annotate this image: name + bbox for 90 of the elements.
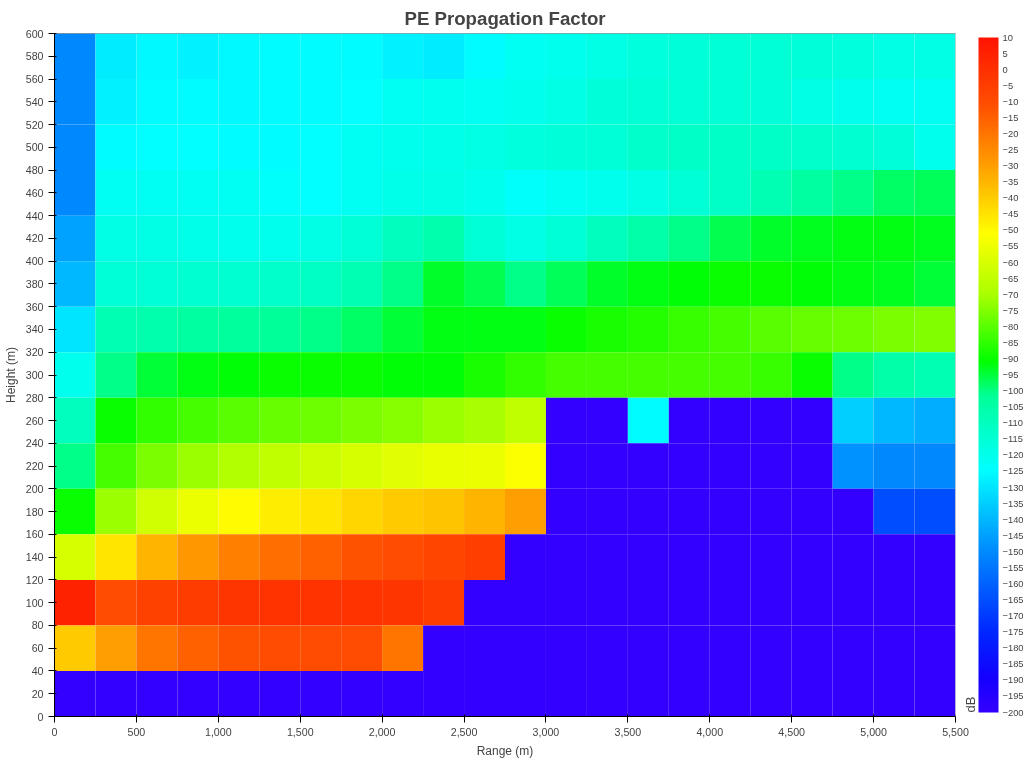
color-bar-label: −90 [1002,353,1019,364]
x-tick-label: 4,000 [696,725,724,738]
y-tick-label: 580 [25,50,44,63]
x-tick-label: 1,000 [204,725,232,738]
x-tick-label: 3,500 [614,725,642,738]
color-bar-label: −45 [1002,209,1019,220]
x-tick-label: 2,000 [368,725,396,738]
color-bar-label: −125 [1002,466,1024,477]
color-bar-label: −105 [1002,402,1024,413]
color-bar-label: −30 [1002,161,1019,172]
color-bar-title: dB [962,696,978,713]
color-bar-label: −145 [1002,530,1024,541]
color-bar-label: −135 [1002,498,1024,509]
y-tick-label: 560 [25,73,44,86]
color-bar-label: −155 [1002,562,1024,573]
y-tick-label: 280 [25,391,44,404]
x-tick-label: 3,000 [532,725,560,738]
color-bar-label: −80 [1002,321,1019,332]
y-axis-title: Height (m) [3,346,18,403]
color-bar-label: −100 [1002,386,1024,397]
color-bar-label: −65 [1002,273,1019,284]
x-tick-label: 1,500 [286,725,314,738]
color-bar-label: −85 [1002,337,1019,348]
color-bar-label: −160 [1002,578,1024,589]
y-tick-label: 120 [25,573,44,586]
color-bar-label: 5 [1002,48,1008,59]
y-tick-label: 380 [25,277,44,290]
color-bar-label: −140 [1002,514,1024,525]
y-tick-label: 320 [25,346,44,359]
color-bar-label: −200 [1002,707,1024,718]
color-bar-label: −120 [1002,450,1024,461]
y-tick-label: 360 [25,300,44,313]
color-bar-label: −190 [1002,675,1024,686]
color-bar-label: −150 [1002,546,1024,557]
color-bar-label: −95 [1002,370,1019,380]
y-tick-label: 40 [31,664,44,677]
color-bar-label: −170 [1002,611,1024,622]
color-bar-label: 10 [1002,32,1013,43]
y-tick-label: 400 [25,255,44,268]
y-tick-label: 600 [25,27,44,40]
color-bar-label: −70 [1002,289,1019,300]
x-tick-label: 2,500 [450,725,478,738]
y-tick-label: 500 [25,141,44,154]
color-bar-label: −165 [1002,595,1024,605]
y-tick-label: 520 [25,118,44,131]
y-tick-label: 420 [25,232,44,245]
color-bar-label: −5 [1002,80,1014,91]
color-bar-label: −35 [1002,177,1019,188]
y-tick-label: 140 [25,551,44,564]
y-tick-label: 100 [25,596,44,609]
color-bar-label: −60 [1002,257,1019,268]
y-tick-label: 0 [37,710,44,723]
y-tick-label: 180 [25,505,44,518]
y-tick-label: 220 [25,460,44,473]
y-tick-label: 480 [25,164,44,177]
x-tick-label: 4,500 [778,725,806,738]
y-tick-label: 20 [31,687,44,700]
chart-title: PE Propagation Factor [404,7,606,29]
color-bar-label: −10 [1002,96,1019,107]
y-tick-label: 260 [25,414,44,427]
color-bar-label: 0 [1002,64,1008,75]
x-tick-label: 500 [127,725,146,738]
color-bar-label: −50 [1002,225,1019,236]
y-tick-label: 240 [25,437,44,450]
color-bar-label: −175 [1002,627,1024,638]
color-bar-label: −15 [1002,112,1019,123]
color-bar-label: −75 [1002,305,1019,316]
color-bar-label: −115 [1002,434,1023,445]
y-tick-label: 540 [25,95,44,108]
y-tick-label: 60 [31,642,44,655]
color-bar-label: −40 [1002,193,1019,204]
color-bar-label: −185 [1002,659,1024,670]
color-bar-label: −55 [1002,241,1019,252]
y-tick-label: 80 [31,619,44,632]
x-axis-title: Range (m) [476,743,534,758]
x-tick-label: 5,000 [860,725,887,738]
x-tick-label: 5,500 [942,725,969,738]
y-tick-label: 300 [25,369,44,381]
color-bar-label: −130 [1002,482,1024,493]
y-tick-label: 160 [25,528,44,541]
y-tick-label: 200 [25,482,44,495]
y-tick-label: 340 [25,323,44,336]
color-bar-label: −180 [1002,643,1024,654]
color-bar-label: −110 [1002,418,1023,429]
x-tick-label: 0 [51,725,58,738]
y-tick-label: 460 [25,186,44,199]
color-bar-label: −20 [1002,128,1019,139]
y-tick-label: 440 [25,209,44,222]
color-bar-label: −195 [1002,691,1024,702]
color-bar-label: −25 [1002,145,1019,155]
